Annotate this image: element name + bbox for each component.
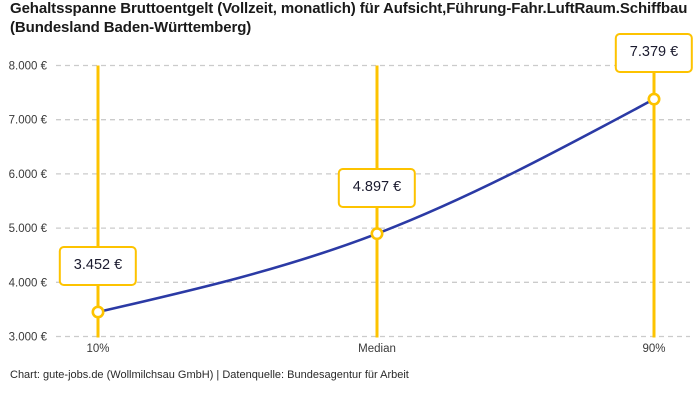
x-axis-tick-label: Median xyxy=(358,343,396,355)
value-label-box: 4.897 € xyxy=(337,167,417,208)
plot-area: 3.000 € 4.000 € 5.000 € 6.000 € 7.000 € 8.000… xyxy=(9,61,690,344)
y-axis-tick-label: 7.000 € xyxy=(9,115,48,127)
y-axis-tick-label: 5.000 € xyxy=(9,223,48,235)
y-axis-tick-label: 8.000 € xyxy=(9,61,48,73)
x-axis-tick-label: 10% xyxy=(86,343,110,355)
chart-title: Gehaltsspanne Bruttoentgelt (Vollzeit, m… xyxy=(10,0,688,36)
chart-attribution: Chart: gute-jobs.de (Wollmilchsau GmbH) … xyxy=(10,369,409,381)
data-point-marker xyxy=(647,92,661,106)
value-label-box: 3.452 € xyxy=(58,246,138,286)
y-axis-tick-label: 4.000 € xyxy=(9,277,48,289)
data-point-marker xyxy=(91,305,105,319)
x-axis-tick-label: 90% xyxy=(642,343,666,355)
value-label-box: 7.379 € xyxy=(614,33,694,74)
data-point-marker xyxy=(370,227,384,241)
y-axis-tick-label: 3.000 € xyxy=(9,332,48,344)
y-axis-tick-label: 6.000 € xyxy=(9,169,48,181)
